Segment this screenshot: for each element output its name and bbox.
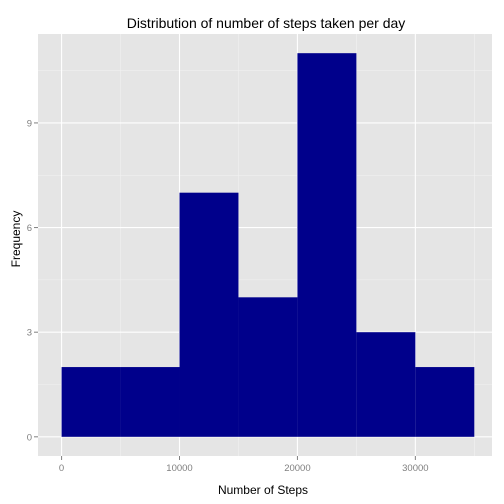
y-tick-label: 9 xyxy=(27,118,32,129)
chart-title: Distribution of number of steps taken pe… xyxy=(127,15,406,31)
histogram-bar xyxy=(238,297,298,437)
x-tick-label: 10000 xyxy=(166,463,192,474)
y-axis-title: Frequency xyxy=(9,211,23,268)
x-tick-label: 20000 xyxy=(284,463,310,474)
histogram-bar xyxy=(179,192,239,437)
histogram-bar xyxy=(120,367,180,437)
x-axis-title: Number of Steps xyxy=(218,483,308,497)
x-tick-label: 0 xyxy=(59,463,64,474)
y-tick-label: 6 xyxy=(27,223,32,234)
histogram-bars xyxy=(61,53,475,437)
y-axis: 0 3 6 9 xyxy=(27,118,38,443)
y-tick-label: 0 xyxy=(27,432,32,443)
y-tick-label: 3 xyxy=(27,328,32,339)
histogram-bar xyxy=(297,53,357,437)
x-tick-label: 30000 xyxy=(402,463,428,474)
x-axis: 0 10000 20000 30000 xyxy=(59,456,429,474)
histogram-bar xyxy=(415,367,475,437)
histogram-bar xyxy=(356,332,416,437)
histogram-bar xyxy=(61,367,121,437)
